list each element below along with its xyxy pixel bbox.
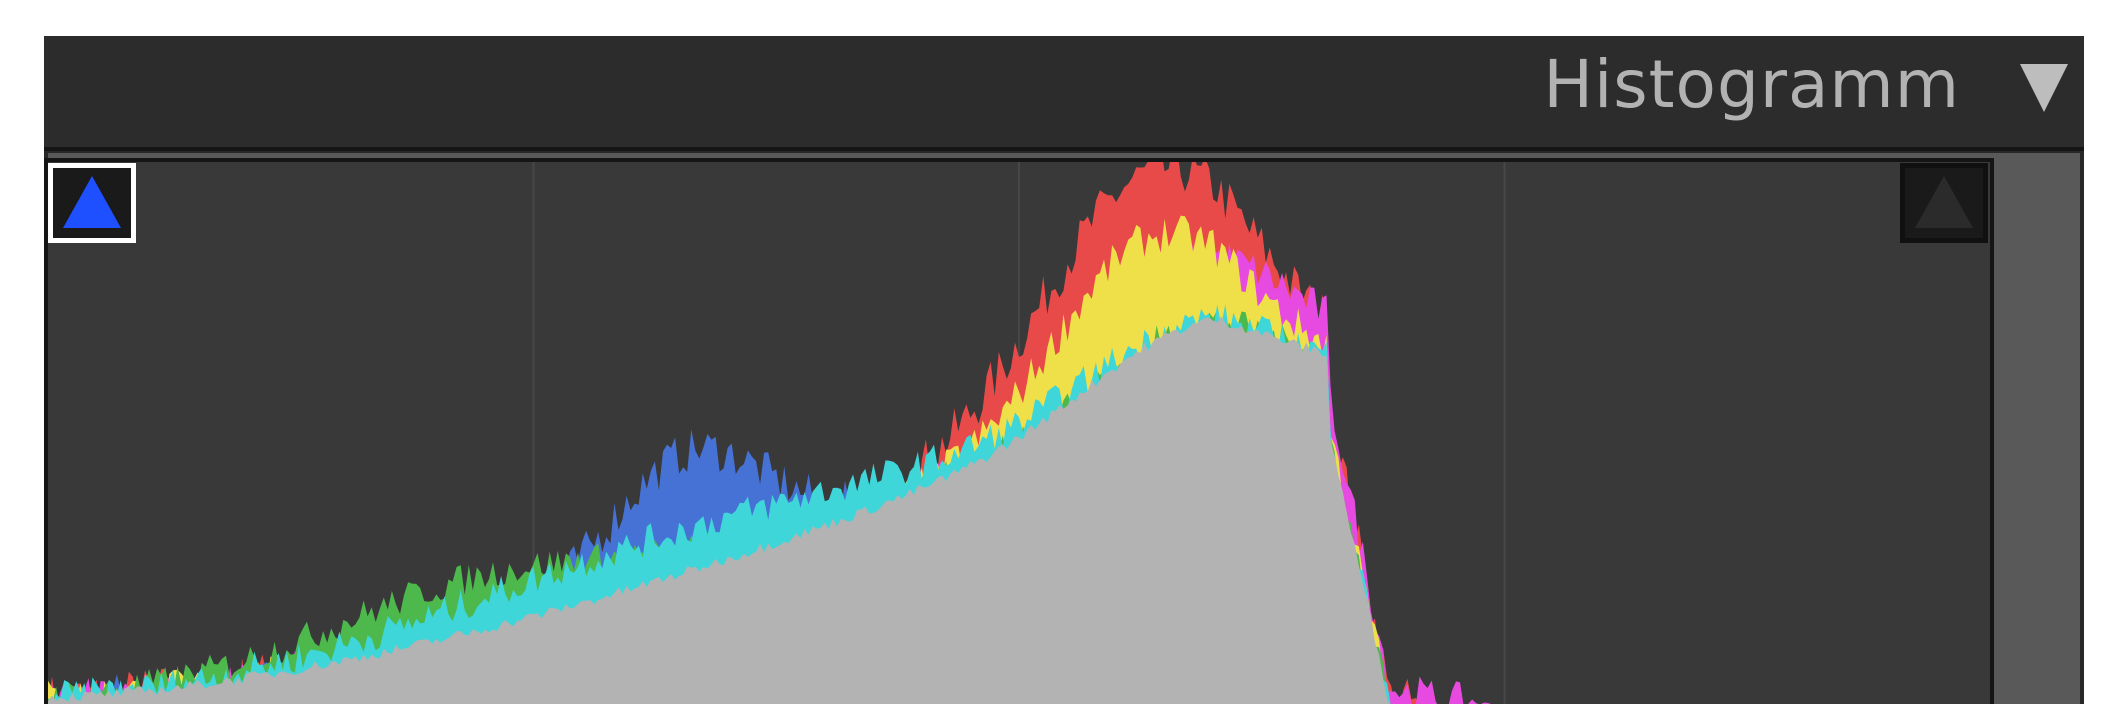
panel-title: Histogramm [1543, 46, 1960, 123]
shadow-clipping-toggle[interactable] [48, 163, 136, 243]
highlight-clipping-toggle[interactable] [1900, 163, 1988, 243]
luminance-channel [48, 316, 1390, 704]
histogram-svg [48, 162, 1513, 704]
triangle-up-icon [63, 176, 121, 228]
triangle-down-icon[interactable] [2014, 58, 2074, 118]
panel-header[interactable]: Histogramm [44, 36, 2084, 151]
histogram-graph [44, 158, 1994, 704]
triangle-up-icon [1915, 176, 1973, 228]
